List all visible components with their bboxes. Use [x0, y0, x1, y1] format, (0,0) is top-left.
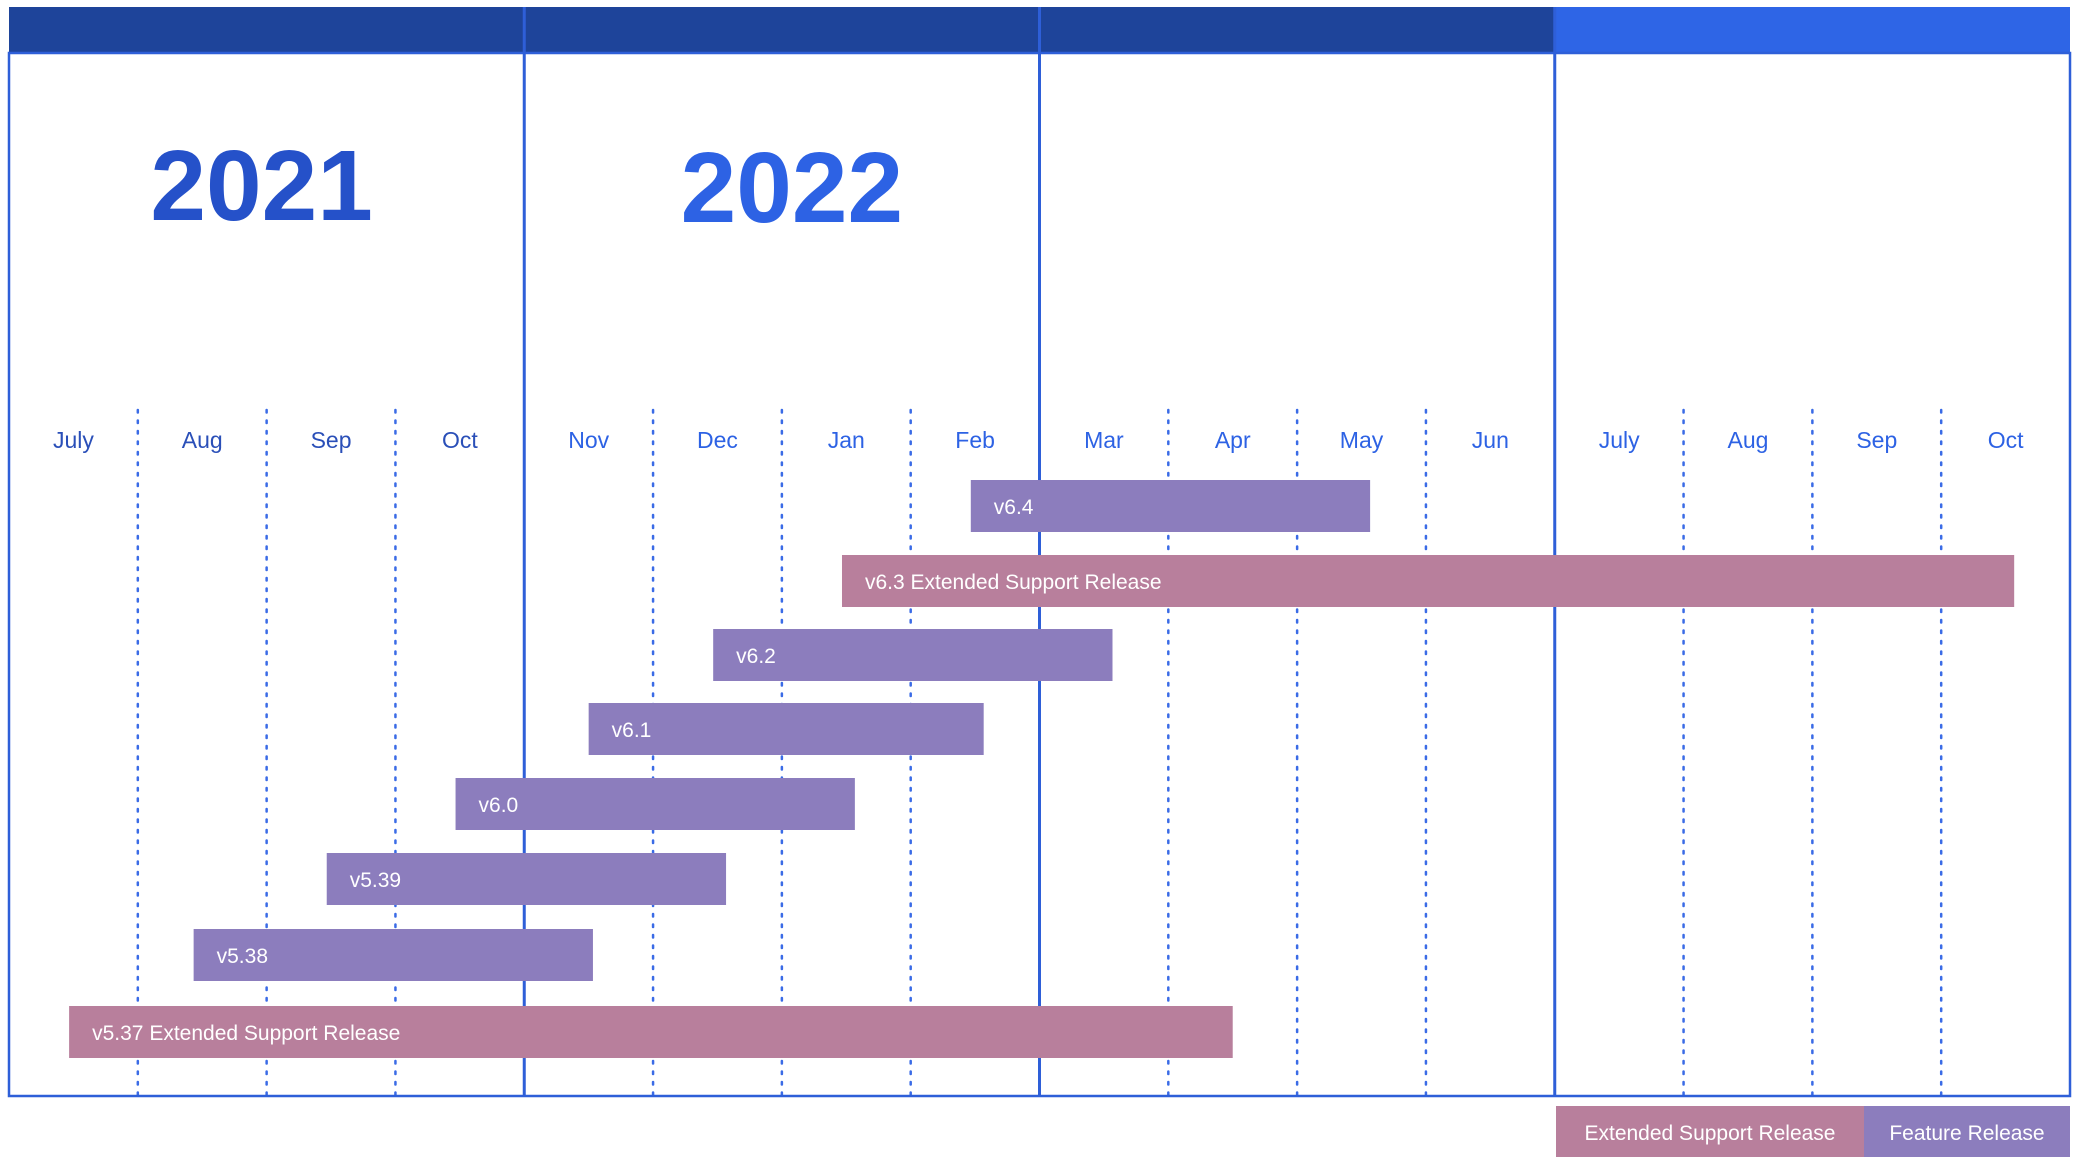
year-label-2021: 2021: [150, 130, 372, 242]
bar-label: v6.0: [479, 794, 519, 817]
month-label: Jun: [1472, 427, 1509, 453]
legend: Extended Support Release Feature Release: [1556, 1106, 2070, 1157]
release-bar-v5.37: v5.37 Extended Support Release: [69, 1006, 1233, 1058]
month-label: July: [53, 427, 94, 453]
bar-label: v6.4: [994, 496, 1034, 519]
month-label: Oct: [1988, 427, 2024, 453]
bar-rect: [970, 480, 1371, 532]
month-label: July: [1599, 427, 1640, 453]
month-label: Sep: [1856, 427, 1897, 453]
release-bar-v6.2: v6.2: [713, 629, 1113, 681]
header-bar-1: [524, 7, 1040, 53]
bar-rect: [713, 629, 1113, 681]
month-labels: July Aug Sep Oct Nov Dec Jan Feb Mar Apr May Jun Jul…: [53, 427, 2024, 453]
bar-label: v5.39: [350, 869, 401, 892]
month-label: Dec: [697, 427, 738, 453]
year-label-2022: 2022: [681, 132, 903, 244]
release-bar-v5.39: v5.39: [326, 853, 727, 905]
legend-label: Feature Release: [1889, 1122, 2044, 1145]
month-label: Feb: [955, 427, 995, 453]
release-bar-v6.1: v6.1: [588, 703, 984, 755]
year-column-frames: [7, 7, 2072, 1098]
release-bar-v6.0: v6.0: [455, 778, 855, 830]
release-bar-v6.4: v6.4: [970, 480, 1371, 532]
bar-rect: [326, 853, 727, 905]
legend-label: Extended Support Release: [1584, 1122, 1835, 1145]
month-label: Aug: [1728, 427, 1769, 453]
month-label: May: [1340, 427, 1384, 453]
month-label: Sep: [311, 427, 352, 453]
release-bar-v6.3: v6.3 Extended Support Release: [841, 555, 2015, 607]
month-label: Oct: [442, 427, 478, 453]
bar-rect: [841, 555, 2015, 607]
bar-label: v6.1: [612, 719, 652, 742]
month-label: Apr: [1215, 427, 1251, 453]
month-label: Aug: [182, 427, 223, 453]
bar-label: v5.37 Extended Support Release: [92, 1022, 400, 1045]
month-label: Mar: [1084, 427, 1124, 453]
header-bars: [9, 7, 2070, 53]
bar-label: v5.38: [217, 945, 268, 968]
legend-swatch: [1556, 1106, 1864, 1157]
month-label: Nov: [568, 427, 609, 453]
header-bar-0: [9, 7, 525, 53]
bar-rect: [69, 1006, 1233, 1058]
bar-label: v6.2: [736, 645, 776, 668]
legend-item-esr: Extended Support Release: [1556, 1106, 1864, 1157]
bar-rect: [455, 778, 855, 830]
release-bar-v5.38: v5.38: [193, 929, 593, 981]
legend-item-feature: Feature Release: [1864, 1106, 2070, 1157]
header-bar-3: [1554, 7, 2070, 53]
month-label: Jan: [828, 427, 865, 453]
bar-rect: [193, 929, 593, 981]
legend-swatch: [1864, 1106, 2070, 1157]
release-bars: v6.4 v6.3 Extended Support Release v6.2 v6.…: [69, 480, 2015, 1058]
header-bar-2: [1039, 7, 1555, 53]
bar-rect: [588, 703, 984, 755]
bar-label: v6.3 Extended Support Release: [865, 571, 1162, 594]
